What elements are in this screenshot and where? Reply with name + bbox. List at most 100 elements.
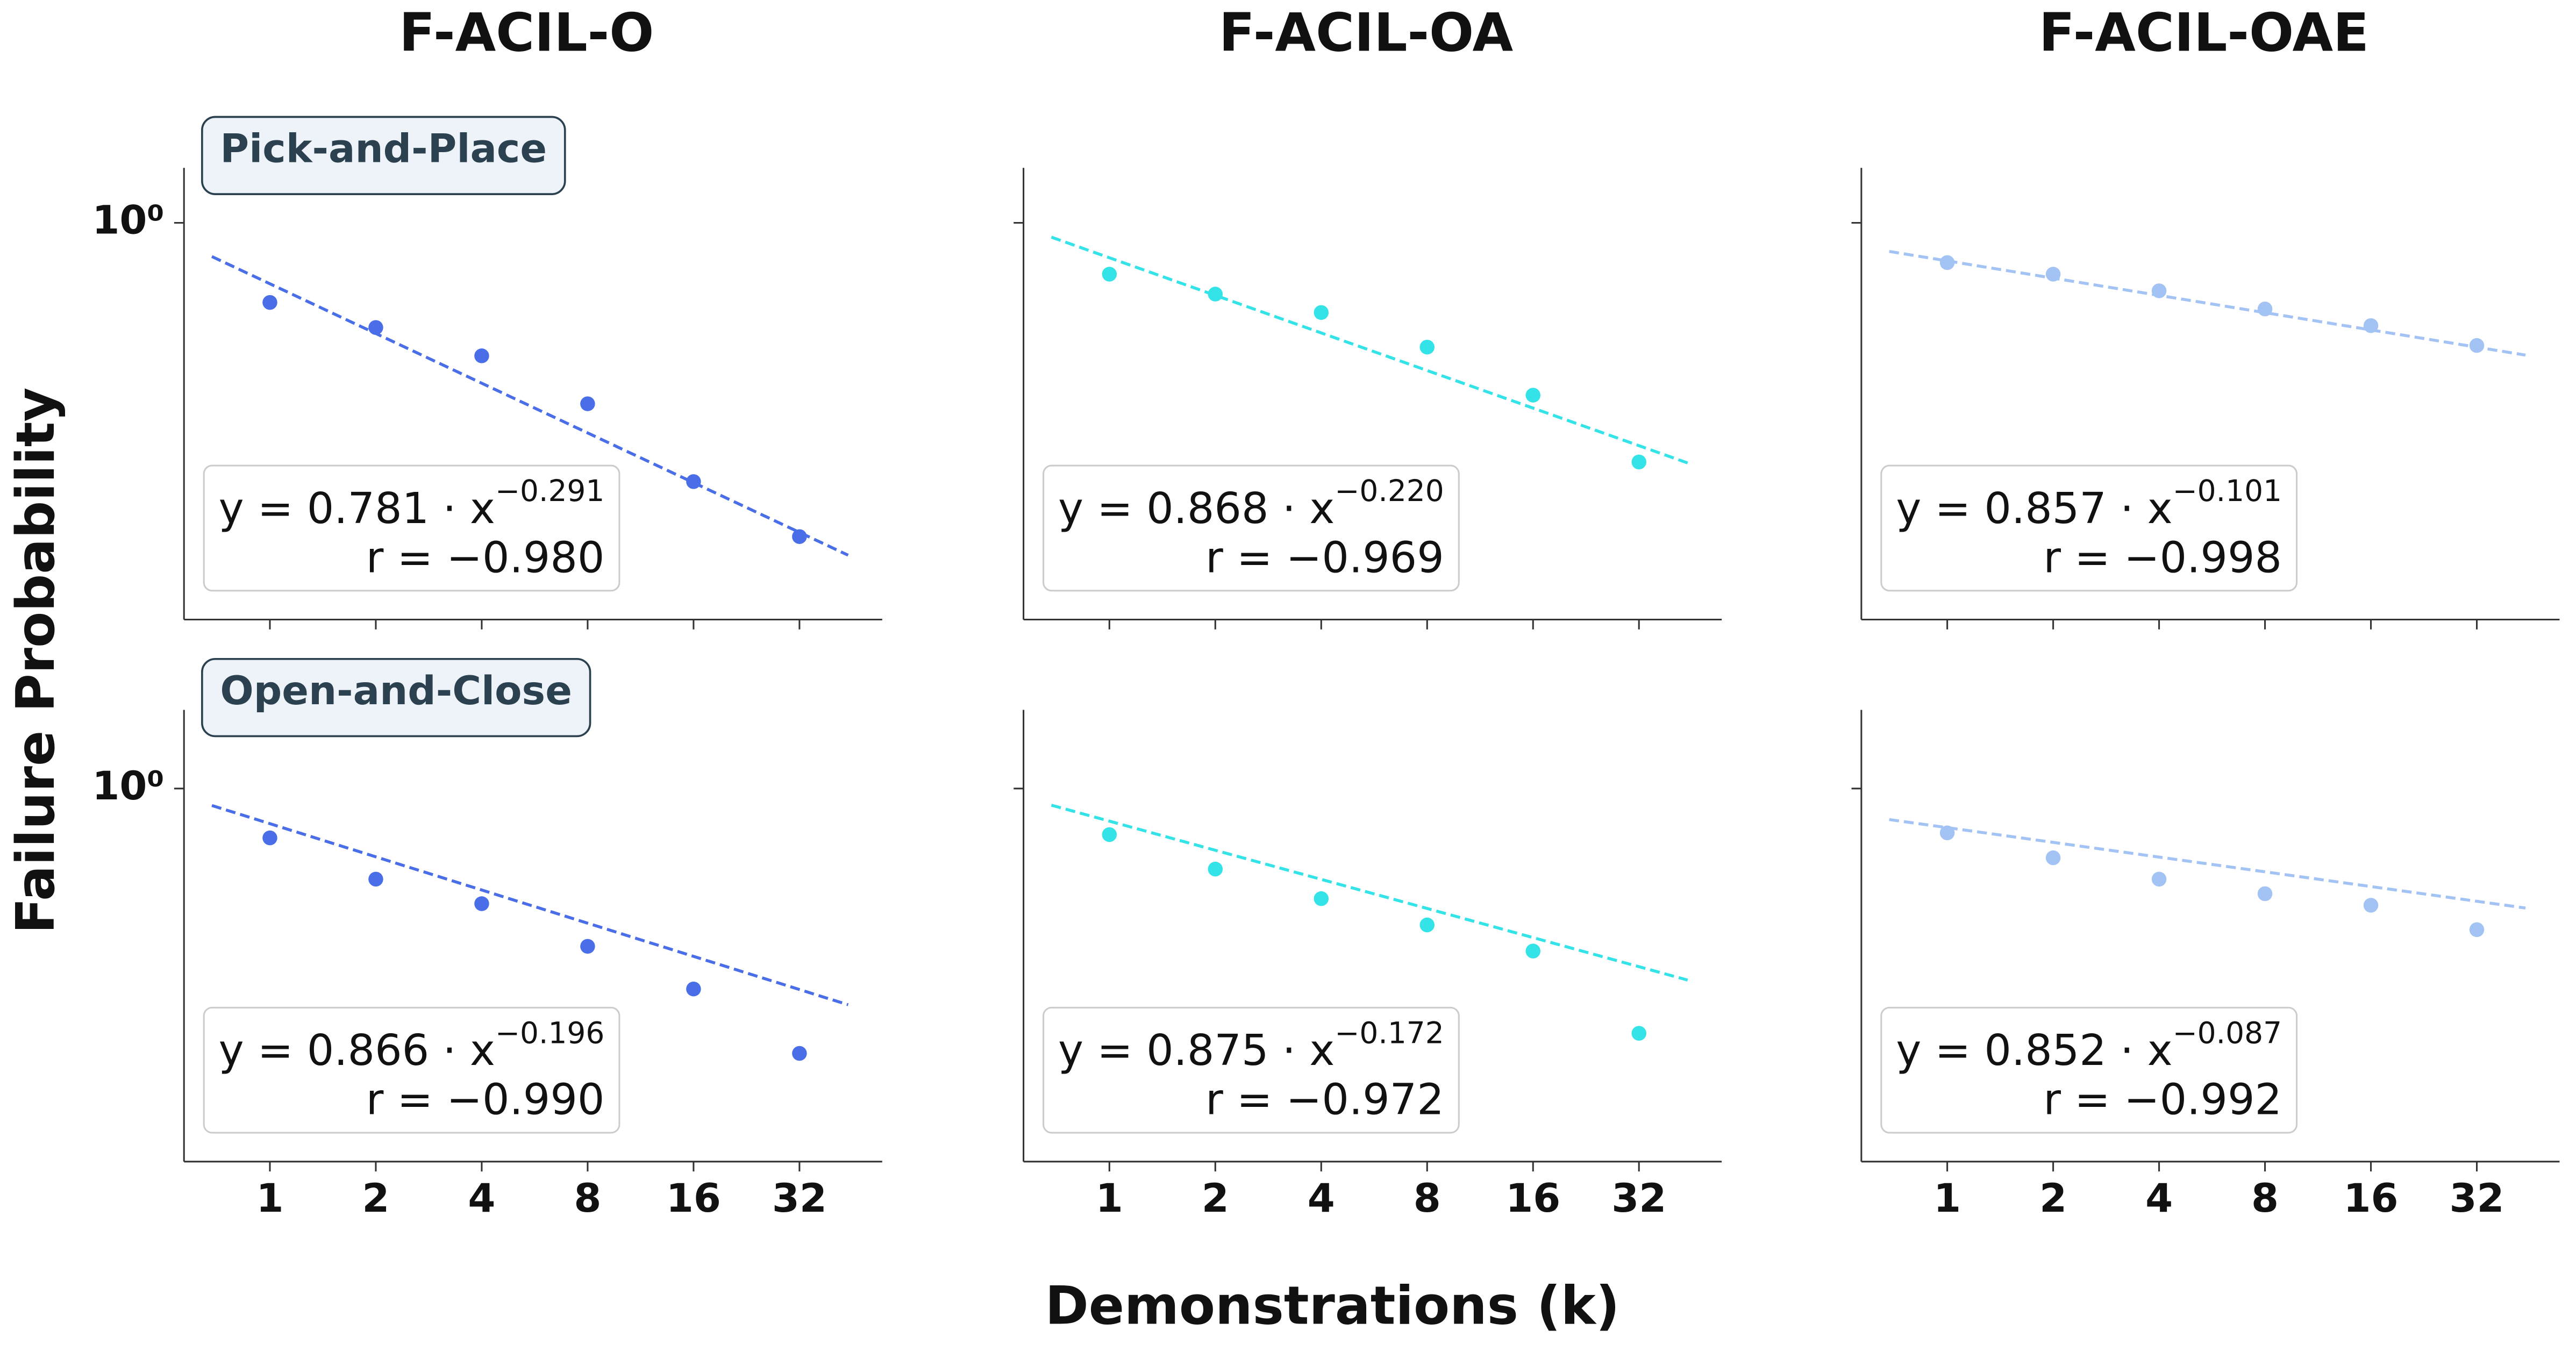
x-tick-label: 4: [2145, 1176, 2173, 1221]
x-tick-label: 16: [666, 1176, 721, 1221]
fit-annotation: y = 0.852 · x−0.087 r = −0.992: [1880, 1006, 2298, 1134]
data-point: [2045, 850, 2061, 866]
row-label: Pick-and-Place: [201, 116, 566, 195]
data-point: [1102, 267, 1117, 282]
annotation-box: [1043, 1006, 1460, 1134]
fit-r: r = −0.980: [366, 532, 605, 582]
panel-title: F-ACIL-OAE: [2039, 3, 2369, 64]
data-point: [2363, 898, 2379, 913]
data-point: [368, 871, 383, 887]
data-point: [1631, 454, 1646, 470]
data-point: [2363, 318, 2379, 333]
fit-r: r = −0.972: [1205, 1075, 1444, 1125]
row-label-text: Open-and-Close: [220, 668, 572, 714]
x-tick-label: 2: [2039, 1176, 2067, 1221]
x-tick-label: 4: [1308, 1176, 1335, 1221]
data-point: [1419, 917, 1435, 933]
data-point: [1525, 388, 1540, 403]
x-tick-label: 1: [256, 1176, 283, 1221]
x-tick-label: 32: [772, 1176, 827, 1221]
fit-r: r = −0.998: [2043, 532, 2282, 582]
y-tick-label: 10⁰: [92, 763, 164, 809]
x-tick-label: 8: [1414, 1176, 1441, 1221]
fit-equation: y = 0.868 · x−0.220: [1058, 474, 1444, 533]
y-axis-label: Failure Probability: [5, 388, 67, 934]
data-point: [2045, 267, 2061, 282]
annotation-box: [203, 464, 620, 592]
x-tick-label: 8: [574, 1176, 601, 1221]
fit-line: [1051, 235, 1688, 464]
data-point: [792, 1046, 807, 1061]
data-point: [1314, 305, 1329, 320]
x-tick-label: 32: [2450, 1176, 2504, 1221]
data-point: [792, 529, 807, 544]
x-tick-label: 1: [1933, 1176, 1961, 1221]
fit-line: [211, 255, 849, 557]
x-axis-label: Demonstrations (k): [1045, 1276, 1620, 1337]
annotation-box: [1043, 464, 1460, 592]
x-tick-label: 8: [2251, 1176, 2279, 1221]
equation-exponent: −0.291: [495, 474, 604, 508]
fit-equation: y = 0.781 · x−0.291: [219, 474, 605, 533]
equation-exponent: −0.196: [495, 1016, 604, 1050]
fit-line: [1051, 804, 1688, 982]
fit-equation: y = 0.875 · x−0.172: [1058, 1016, 1444, 1075]
data-point: [1939, 825, 1955, 841]
fit-equation: y = 0.857 · x−0.101: [1896, 474, 2282, 533]
x-tick-label: 2: [362, 1176, 389, 1221]
row-label-box: [201, 657, 591, 738]
data-point: [2151, 283, 2167, 298]
x-tick-label: 16: [2344, 1176, 2399, 1221]
y-tick-label: 10⁰: [92, 198, 164, 244]
annotation-box: [203, 1006, 620, 1134]
fit-r: r = −0.992: [2043, 1075, 2282, 1125]
data-point: [1208, 861, 1223, 877]
equation-text: y = 0.875 · x: [1058, 1025, 1335, 1075]
x-tick-label: 4: [468, 1176, 495, 1221]
data-point: [580, 939, 595, 954]
x-tick-label: 1: [1096, 1176, 1123, 1221]
equation-exponent: −0.220: [1335, 474, 1444, 508]
panel-title: F-ACIL-OA: [1219, 3, 1513, 64]
data-point: [2469, 338, 2485, 353]
fit-line: [1889, 818, 2526, 910]
equation-text: y = 0.852 · x: [1896, 1025, 2172, 1075]
data-point: [2257, 302, 2273, 317]
data-point: [2469, 922, 2485, 938]
fit-r: r = −0.969: [1205, 532, 1444, 582]
equation-exponent: −0.172: [1335, 1016, 1444, 1050]
x-tick-label: 32: [1611, 1176, 1666, 1221]
data-point: [1314, 891, 1329, 906]
annotation-box: [1880, 1006, 2298, 1134]
equation-text: y = 0.866 · x: [219, 1025, 495, 1075]
fit-r: r = −0.990: [366, 1075, 605, 1125]
row-label-box: [201, 116, 566, 195]
data-point: [2151, 871, 2167, 887]
data-point: [262, 295, 277, 310]
row-label-text: Pick-and-Place: [220, 126, 547, 172]
fit-line: [1889, 249, 2526, 357]
data-point: [368, 320, 383, 335]
data-point: [474, 348, 489, 363]
x-tick-label: 2: [1202, 1176, 1229, 1221]
row-label: Open-and-Close: [201, 657, 591, 738]
equation-text: y = 0.781 · x: [219, 483, 495, 533]
equation-text: y = 0.868 · x: [1058, 483, 1335, 533]
data-point: [474, 896, 489, 911]
panel-title: F-ACIL-O: [399, 3, 654, 64]
equation-exponent: −0.087: [2173, 1016, 2282, 1050]
data-point: [1631, 1026, 1646, 1041]
fit-equation: y = 0.866 · x−0.196: [219, 1016, 605, 1075]
data-point: [1939, 255, 1955, 270]
data-point: [686, 474, 701, 489]
equation-text: y = 0.857 · x: [1896, 483, 2172, 533]
data-point: [1208, 287, 1223, 302]
data-point: [580, 396, 595, 411]
data-point: [1525, 943, 1540, 959]
